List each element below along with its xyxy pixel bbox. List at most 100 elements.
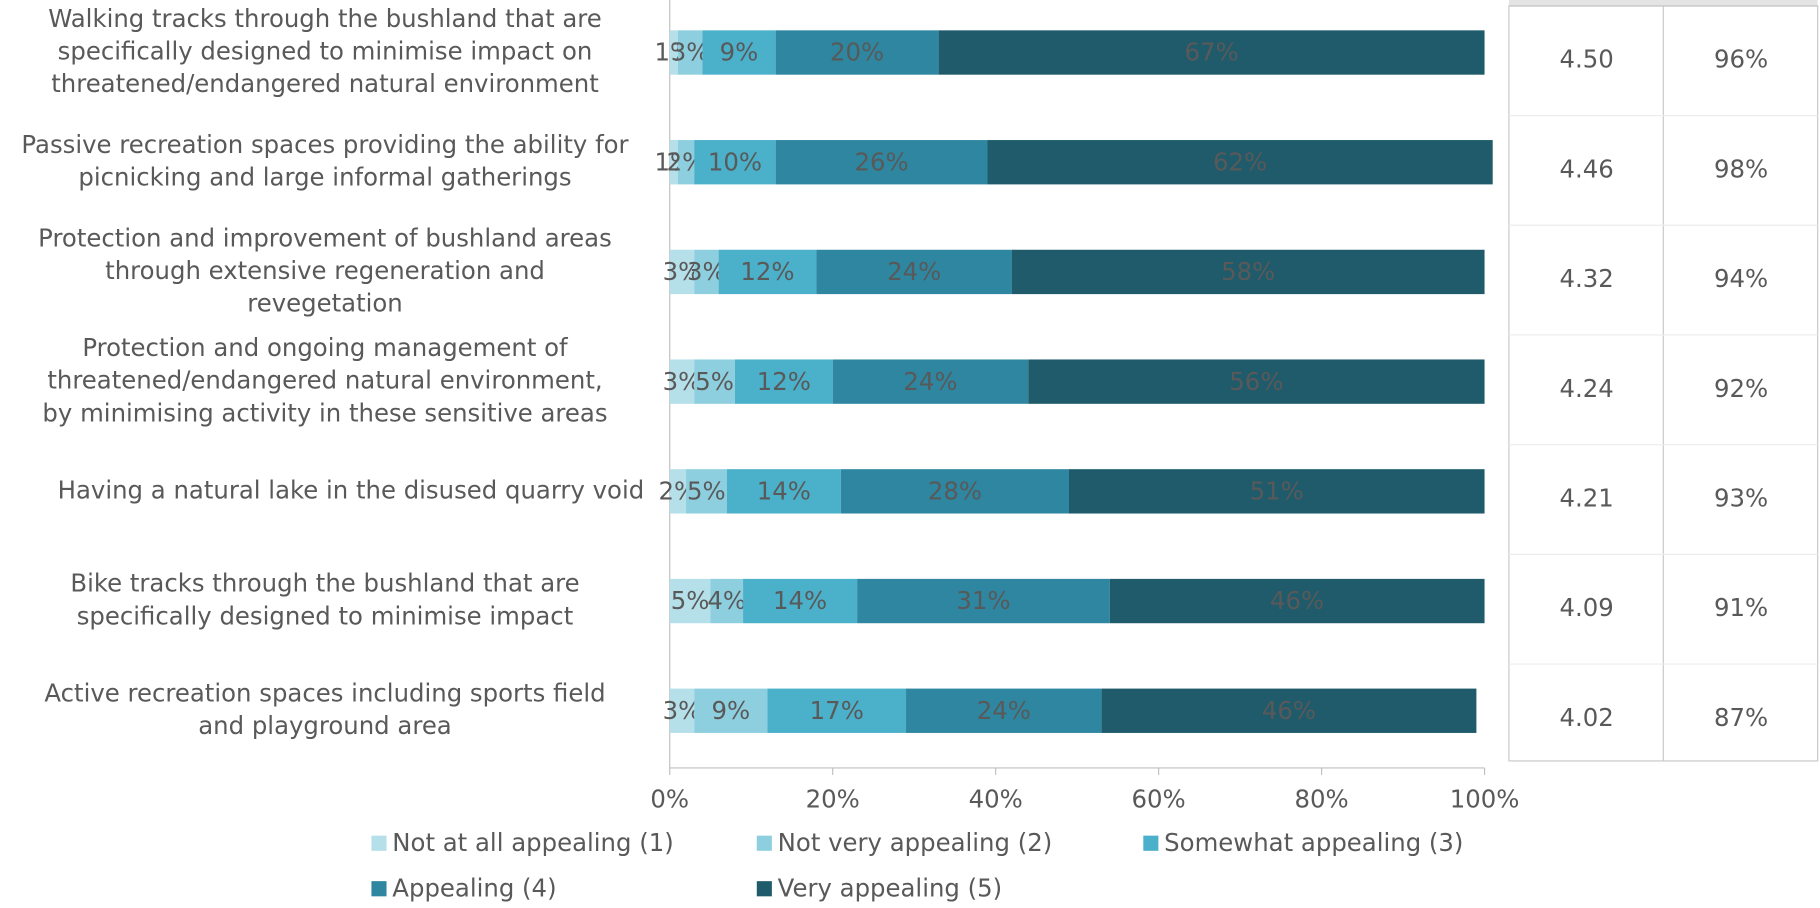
bar-segment xyxy=(1028,359,1485,404)
category-label: Protection and ongoing management of thre… xyxy=(42,333,607,427)
table-cell: 4.32 xyxy=(1560,264,1614,293)
bar-segment xyxy=(669,30,678,75)
value-label: 20% xyxy=(830,38,884,67)
value-label: 51% xyxy=(1250,476,1304,505)
bar-segment xyxy=(816,249,1012,295)
bar-segment xyxy=(694,249,719,295)
category-label: Protection and improvement of bushland a… xyxy=(38,223,612,317)
value-label: 24% xyxy=(903,367,957,396)
table-cell: 4.50 xyxy=(1560,45,1614,74)
value-label: 5% xyxy=(687,476,726,505)
x-tick-label: 100% xyxy=(1450,785,1520,814)
table-cell: 96% xyxy=(1714,45,1768,74)
table-cell: 87% xyxy=(1714,703,1768,732)
category-label: Active recreation spaces including sport… xyxy=(44,678,605,740)
x-tick-label: 0% xyxy=(650,785,689,814)
value-label: 26% xyxy=(854,147,908,176)
value-label: 31% xyxy=(956,586,1010,615)
bar-segment xyxy=(677,30,703,75)
value-label: 14% xyxy=(773,586,827,615)
bar-segment xyxy=(669,140,678,185)
bar-segment xyxy=(669,249,695,295)
bar-segment xyxy=(734,359,833,404)
legend-swatch xyxy=(756,881,772,897)
legend-label: Somewhat appealing (3) xyxy=(1164,828,1463,857)
x-tick-label: 20% xyxy=(806,785,860,814)
bar-segment xyxy=(669,688,695,733)
table-cell: 98% xyxy=(1714,154,1768,183)
category-label: Walking tracks through the bushland that… xyxy=(48,4,602,98)
table-cell: 4.09 xyxy=(1560,593,1614,622)
bar-segment xyxy=(1109,578,1485,624)
value-label: 24% xyxy=(977,696,1031,725)
bar-segment xyxy=(718,249,817,295)
bar-segment xyxy=(906,688,1102,733)
x-tick-label: 40% xyxy=(969,785,1023,814)
bar-segment xyxy=(832,359,1029,404)
legend-label: Very appealing (5) xyxy=(778,873,1002,902)
value-label: 9% xyxy=(720,38,759,67)
bar-segment xyxy=(987,140,1493,185)
legend-swatch xyxy=(756,835,772,851)
value-label: 28% xyxy=(928,476,982,505)
bar-segment xyxy=(669,469,687,514)
value-label: 24% xyxy=(887,257,941,286)
value-label: 67% xyxy=(1184,38,1238,67)
legend-swatch xyxy=(371,835,387,851)
bar-segment xyxy=(702,30,776,75)
legend-label: Not very appealing (2) xyxy=(778,828,1053,857)
value-label: 5% xyxy=(671,586,710,615)
category-label: Passive recreation spaces providing the … xyxy=(21,130,629,192)
value-label: 14% xyxy=(757,476,811,505)
bar-segment xyxy=(677,140,695,185)
table-cell: 4.21 xyxy=(1560,483,1614,512)
x-tick-label: 80% xyxy=(1294,785,1348,814)
legend-label: Appealing (4) xyxy=(392,873,556,902)
table-cell: 92% xyxy=(1714,374,1768,403)
value-label: 10% xyxy=(708,147,762,176)
table-cell: 94% xyxy=(1714,264,1768,293)
value-label: 9% xyxy=(712,696,751,725)
bar-segment xyxy=(938,30,1485,75)
bar-segment xyxy=(743,578,858,624)
value-label: 56% xyxy=(1229,367,1283,396)
bar-segment xyxy=(840,469,1069,514)
legend-swatch xyxy=(1143,835,1159,851)
table-cell: 4.46 xyxy=(1560,154,1614,183)
bar-segment xyxy=(1101,688,1477,733)
bar-segment xyxy=(669,359,695,404)
value-label: 58% xyxy=(1221,257,1275,286)
value-label: 46% xyxy=(1262,696,1316,725)
bar-segment xyxy=(694,140,776,185)
value-label: 12% xyxy=(757,367,811,396)
value-label: 5% xyxy=(695,367,734,396)
bar-segment xyxy=(775,30,939,75)
bar-segment xyxy=(694,688,768,733)
bar-segment xyxy=(694,359,735,404)
bar-segment xyxy=(857,578,1110,624)
bar-segment xyxy=(686,469,727,514)
legend-label: Not at all appealing (1) xyxy=(392,828,673,857)
table-cell: 4.24 xyxy=(1560,374,1614,403)
bar-segment xyxy=(775,140,988,185)
table-cell: 4.02 xyxy=(1560,703,1614,732)
category-label: Bike tracks through the bushland that ar… xyxy=(70,569,579,631)
value-label: 12% xyxy=(740,257,794,286)
bar-segment xyxy=(710,578,744,624)
value-label: 46% xyxy=(1270,586,1324,615)
value-label: 17% xyxy=(810,696,864,725)
legend-swatch xyxy=(371,881,387,897)
x-tick-label: 60% xyxy=(1132,785,1186,814)
table-cell: 93% xyxy=(1714,483,1768,512)
value-label: 4% xyxy=(707,586,746,615)
bar-segment xyxy=(1068,469,1485,514)
category-label: Having a natural lake in the disused qua… xyxy=(58,475,645,504)
value-label: 62% xyxy=(1213,147,1267,176)
bar-segment xyxy=(726,469,841,514)
bar-segment xyxy=(767,688,907,733)
table-cell: 91% xyxy=(1714,593,1768,622)
bar-segment xyxy=(1011,249,1485,295)
bar-segment xyxy=(669,578,711,624)
table-header xyxy=(1508,0,1818,8)
